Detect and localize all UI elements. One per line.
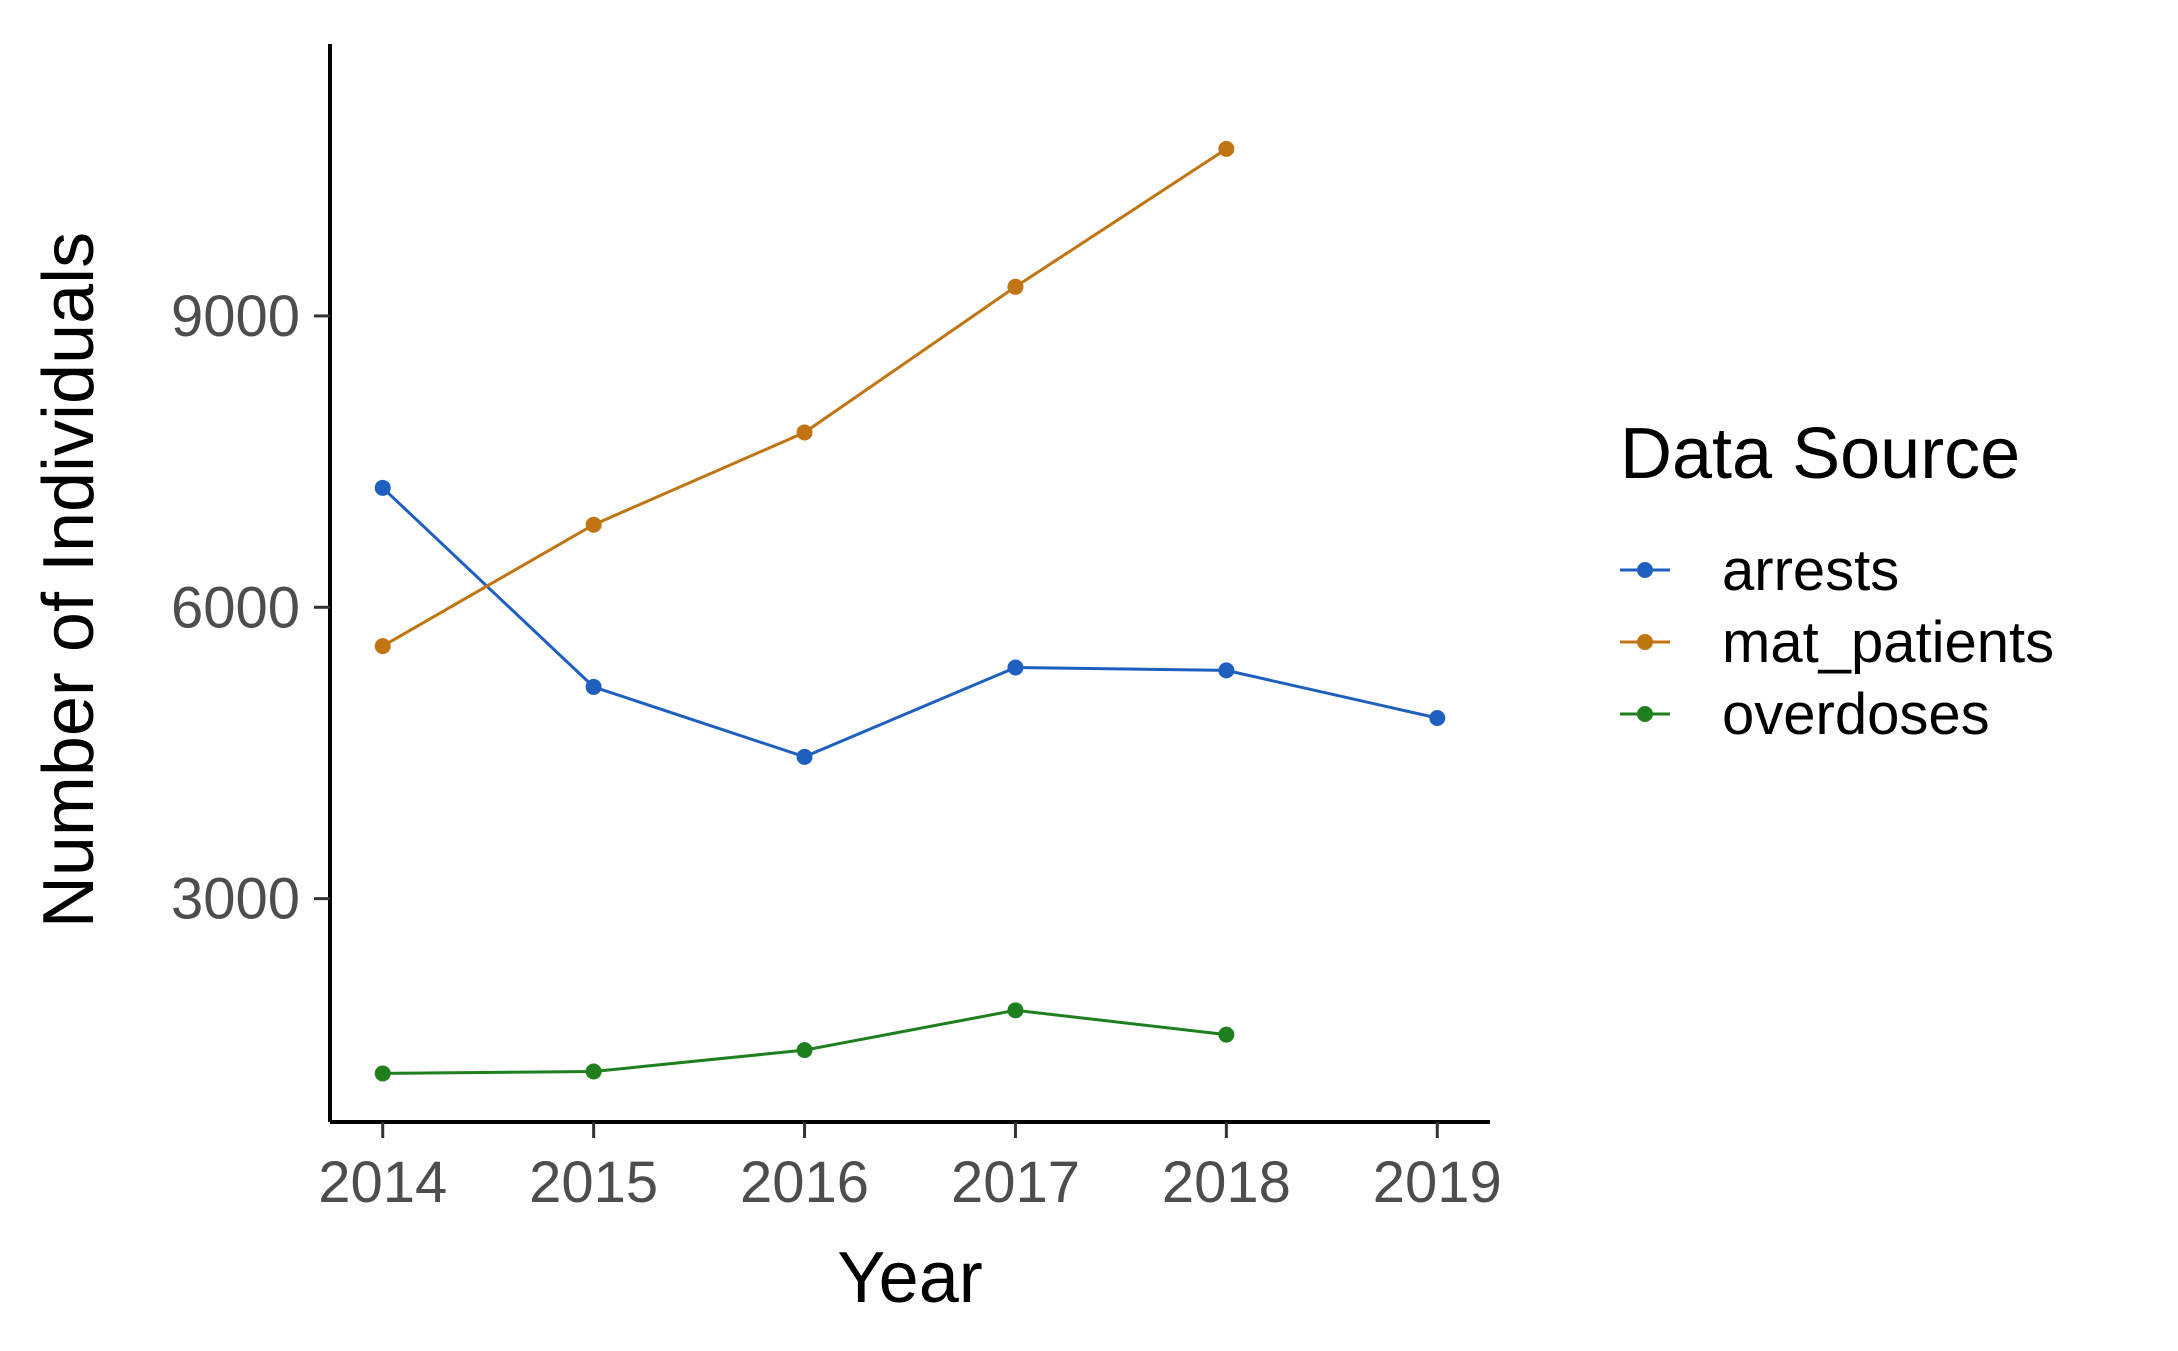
legend-key-point bbox=[1637, 706, 1653, 722]
data-point-overdoses bbox=[585, 1063, 602, 1080]
data-point-mat-patients bbox=[374, 638, 391, 655]
legend-item-overdoses: overdoses bbox=[1620, 682, 1990, 747]
series-points bbox=[374, 140, 1446, 1082]
x-tick-label: 2016 bbox=[740, 1150, 869, 1215]
data-point-overdoses bbox=[796, 1042, 813, 1059]
y-axis-ticks: 3000 6000 9000 bbox=[171, 284, 330, 932]
x-tick-label: 2014 bbox=[318, 1150, 447, 1215]
x-axis-title: Year bbox=[837, 1238, 982, 1318]
legend-item-mat-patients: mat_patients bbox=[1620, 610, 2054, 675]
data-point-arrests bbox=[796, 748, 813, 765]
legend-key-point bbox=[1637, 634, 1653, 650]
axes bbox=[328, 44, 1490, 1124]
y-tick-label: 6000 bbox=[171, 575, 300, 640]
legend-label: overdoses bbox=[1722, 682, 1990, 747]
legend-items: arrests mat_patients overdoses bbox=[1620, 538, 2054, 747]
legend-key-point bbox=[1637, 562, 1653, 578]
legend-title: Data Source bbox=[1620, 414, 2020, 494]
data-point-arrests bbox=[585, 678, 602, 695]
x-tick-label: 2015 bbox=[529, 1150, 658, 1215]
legend: Data Source arrests mat_patients overdoses bbox=[1620, 414, 2054, 747]
data-point-arrests bbox=[1218, 662, 1235, 679]
data-point-arrests bbox=[1007, 659, 1024, 676]
legend-label: mat_patients bbox=[1722, 610, 2054, 675]
x-tick-label: 2017 bbox=[951, 1150, 1080, 1215]
legend-item-arrests: arrests bbox=[1620, 538, 1899, 603]
y-tick-label: 9000 bbox=[171, 284, 300, 349]
x-tick-label: 2018 bbox=[1162, 1150, 1291, 1215]
legend-label: arrests bbox=[1722, 538, 1899, 603]
data-point-mat-patients bbox=[585, 516, 602, 533]
x-axis-ticks: 2014 2015 2016 2017 2018 2019 bbox=[318, 1122, 1502, 1215]
x-tick-label: 2019 bbox=[1373, 1150, 1502, 1215]
y-axis-title: Number of Individuals bbox=[29, 232, 109, 928]
series-line-mat-patients bbox=[381, 147, 1228, 648]
series-line-overdoses bbox=[382, 1008, 1227, 1075]
series-line-arrests bbox=[381, 486, 1438, 759]
data-point-mat-patients bbox=[1218, 140, 1235, 157]
data-point-mat-patients bbox=[1007, 278, 1024, 295]
data-point-arrests bbox=[374, 479, 391, 496]
data-point-overdoses bbox=[1007, 1002, 1024, 1019]
data-point-overdoses bbox=[374, 1065, 391, 1082]
data-point-arrests bbox=[1429, 709, 1446, 726]
series-lines bbox=[381, 147, 1438, 1075]
data-point-overdoses bbox=[1218, 1026, 1235, 1043]
y-tick-label: 3000 bbox=[171, 867, 300, 932]
data-point-mat-patients bbox=[796, 424, 813, 441]
